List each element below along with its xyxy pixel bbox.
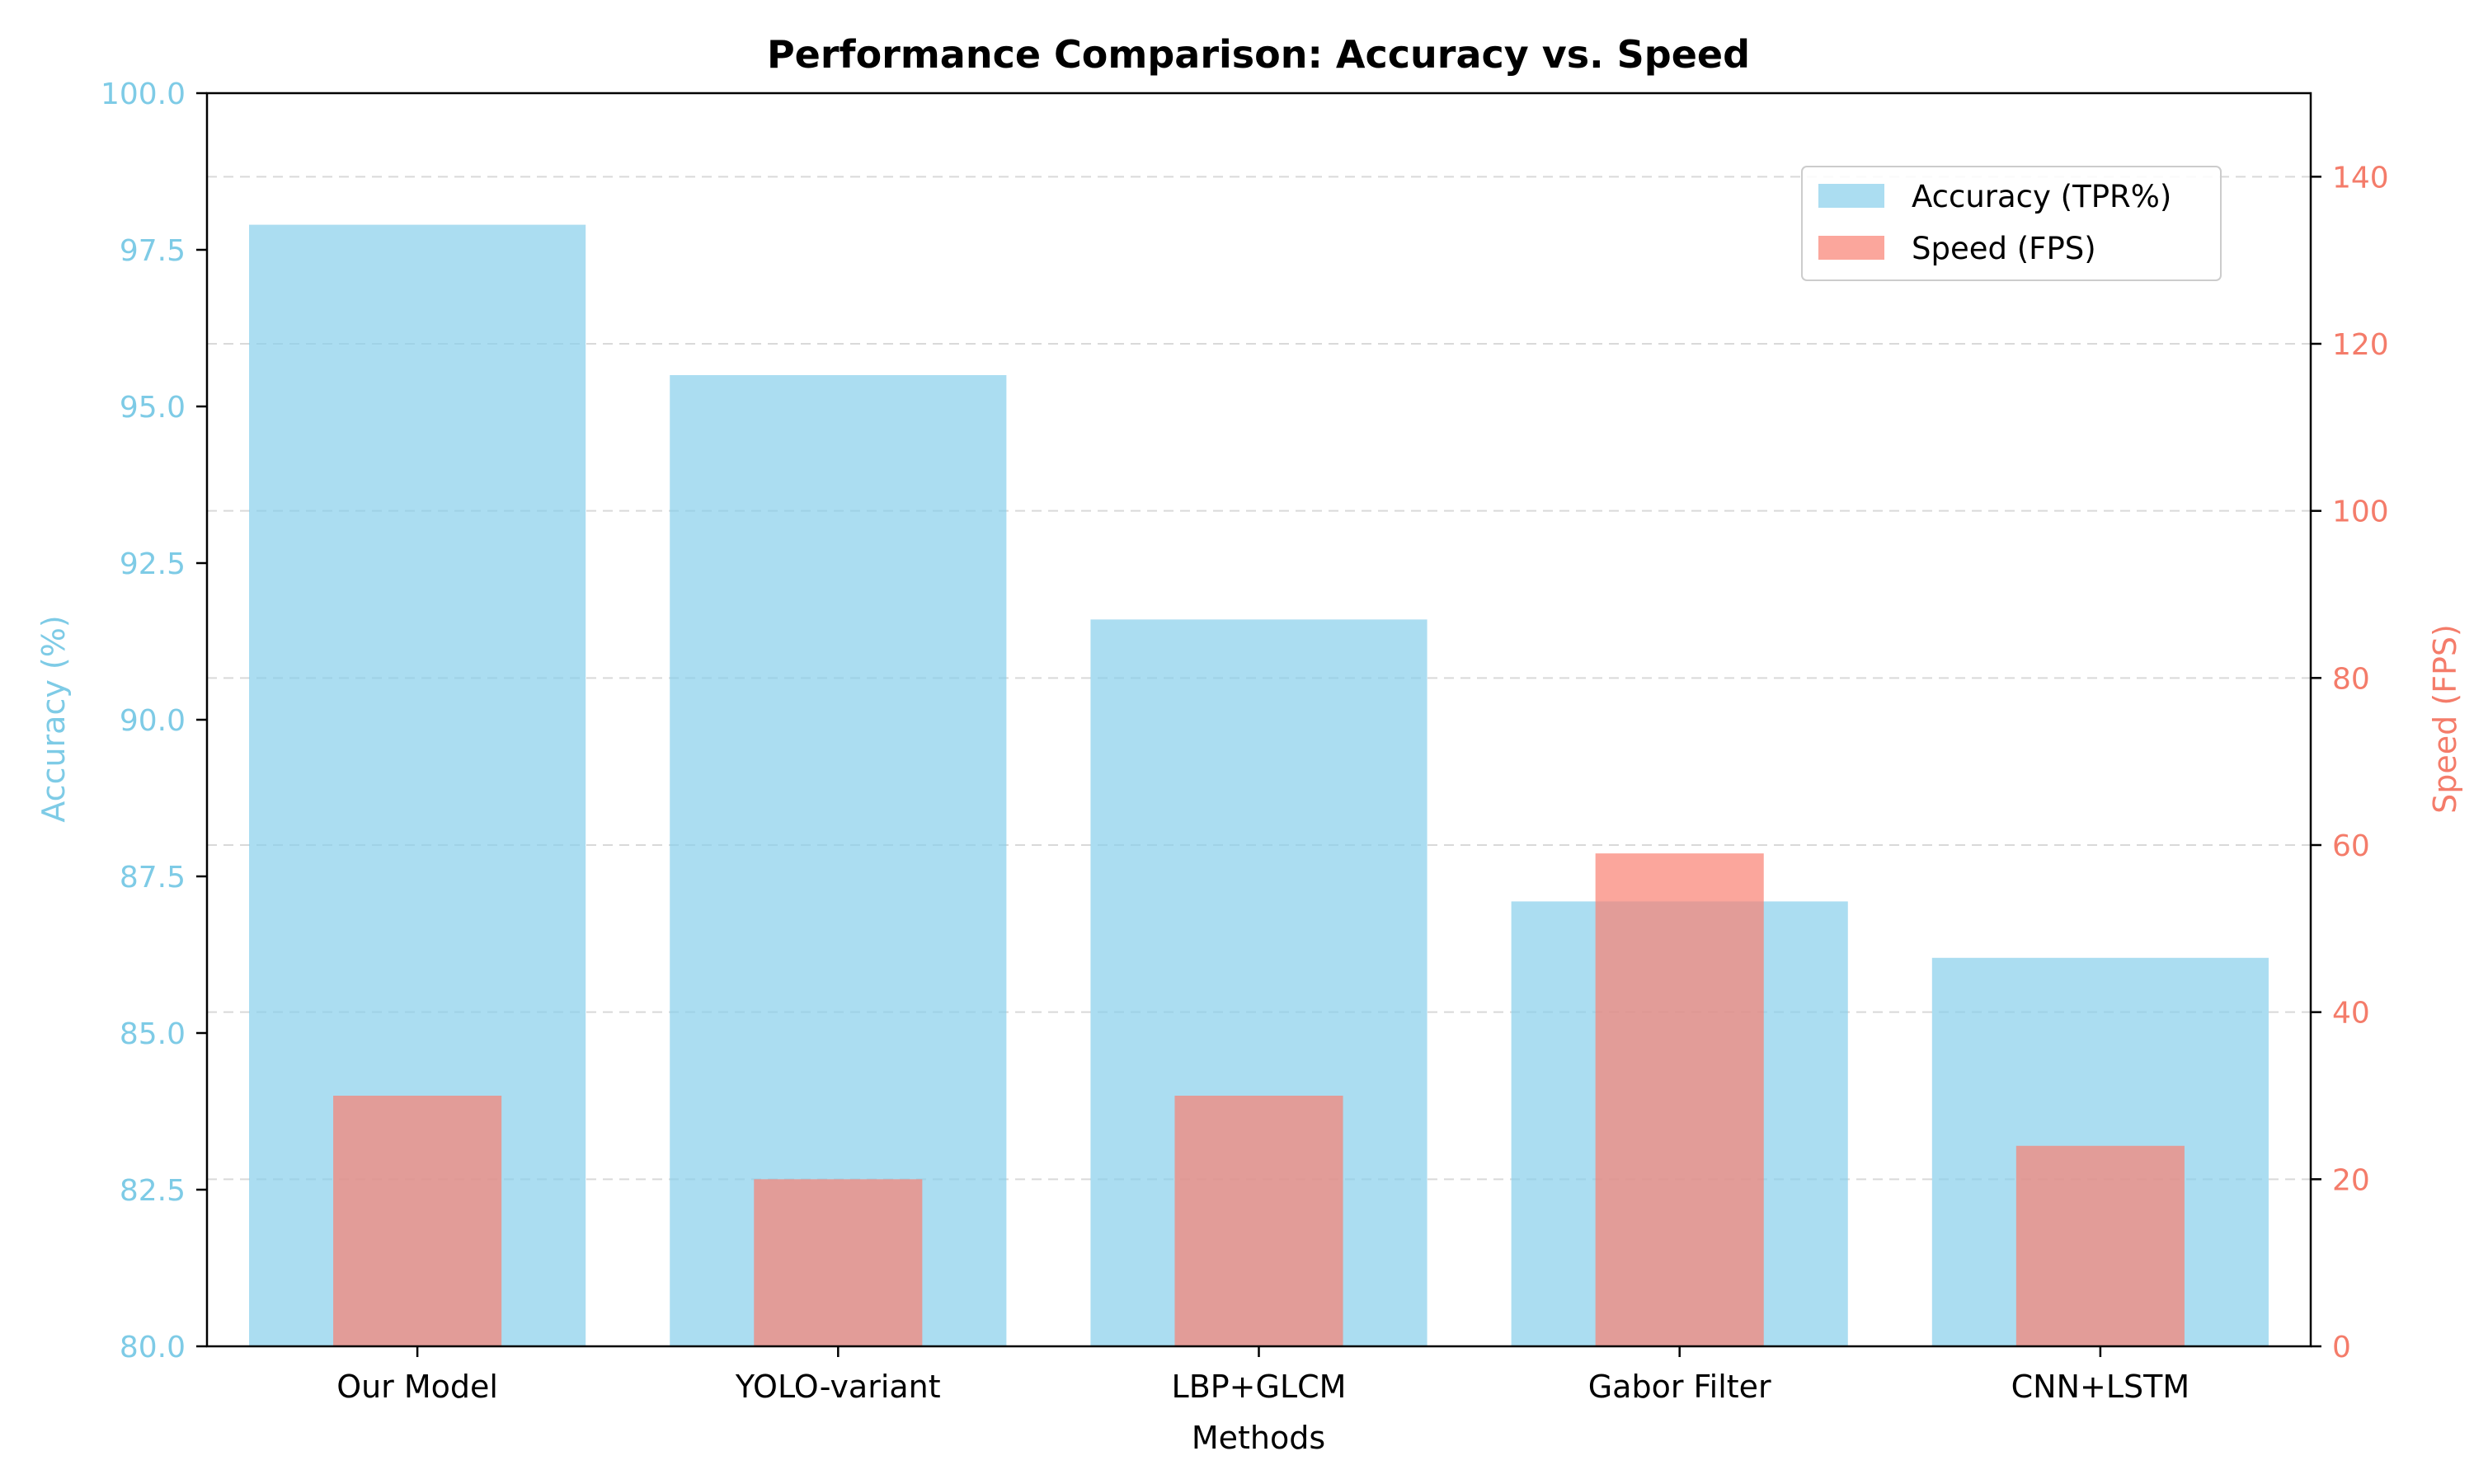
right-tick-label: 80 bbox=[2332, 662, 2370, 696]
legend-swatch-accuracy bbox=[1818, 184, 1884, 208]
left-tick-label: 95.0 bbox=[120, 391, 186, 425]
legend-swatch-speed bbox=[1818, 236, 1884, 260]
left-tick-label: 97.5 bbox=[120, 234, 186, 268]
legend-box bbox=[1801, 166, 2222, 281]
axes: 80.0 82.5 85.0 87.5 90.0 92.5 95.0 97.5 100.0 0 20… bbox=[101, 77, 2389, 1405]
x-tick-label: YOLO-variant bbox=[735, 1369, 941, 1405]
right-tick-label: 0 bbox=[2332, 1331, 2351, 1364]
right-tick-label: 120 bbox=[2332, 328, 2389, 362]
right-tick-label: 140 bbox=[2332, 161, 2389, 195]
legend-label-accuracy: Accuracy (TPR%) bbox=[1912, 179, 2171, 214]
left-tick-label: 80.0 bbox=[120, 1331, 186, 1364]
left-tick-label: 90.0 bbox=[120, 704, 186, 738]
speed-bar bbox=[1595, 853, 1764, 1346]
speed-bar bbox=[333, 1096, 502, 1346]
right-tick-label: 40 bbox=[2332, 997, 2370, 1031]
right-tick-label: 20 bbox=[2332, 1163, 2370, 1197]
speed-bar bbox=[2015, 1145, 2185, 1346]
right-tick-label: 60 bbox=[2332, 829, 2370, 863]
left-tick-label: 82.5 bbox=[120, 1174, 186, 1208]
legend: Accuracy (TPR%) Speed (FPS) bbox=[1801, 166, 2222, 281]
left-tick-label: 100.0 bbox=[101, 77, 186, 111]
right-y-axis-label: Speed (FPS) bbox=[2427, 624, 2463, 814]
x-tick-label: Our Model bbox=[336, 1369, 498, 1405]
bars bbox=[249, 224, 2269, 1347]
left-y-axis-label: Accuracy (%) bbox=[35, 615, 72, 822]
legend-label-speed: Speed (FPS) bbox=[1912, 231, 2096, 266]
speed-bar bbox=[754, 1179, 923, 1346]
speed-bar bbox=[1174, 1096, 1343, 1346]
x-tick-label: Gabor Filter bbox=[1588, 1369, 1771, 1405]
x-tick-label: LBP+GLCM bbox=[1172, 1369, 1347, 1405]
x-axis-label: Methods bbox=[1192, 1420, 1325, 1456]
left-tick-label: 85.0 bbox=[120, 1017, 186, 1051]
x-tick-label: CNN+LSTM bbox=[2011, 1369, 2190, 1405]
left-tick-label: 92.5 bbox=[120, 547, 186, 581]
left-tick-label: 87.5 bbox=[120, 861, 186, 895]
right-tick-label: 100 bbox=[2332, 495, 2389, 529]
chart-title: Performance Comparison: Accuracy vs. Spe… bbox=[767, 32, 1750, 77]
